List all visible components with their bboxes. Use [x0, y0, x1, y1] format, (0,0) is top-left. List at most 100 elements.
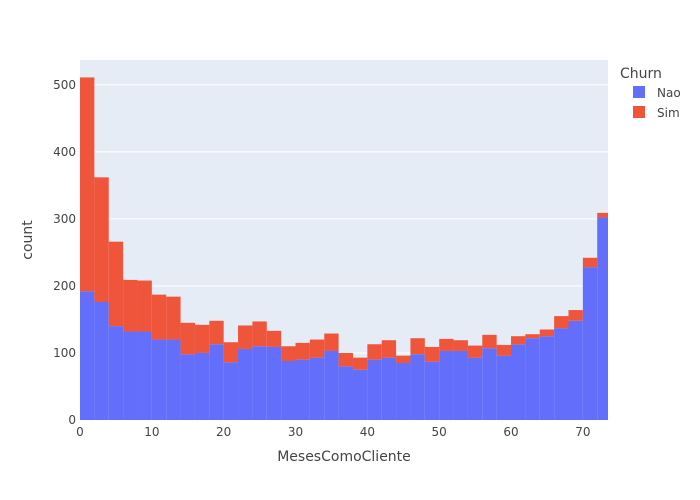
- bar-sim[interactable]: [252, 321, 267, 347]
- bar-nao[interactable]: [295, 359, 310, 420]
- bar-sim[interactable]: [482, 334, 497, 349]
- y-tick-label: 200: [53, 279, 76, 293]
- bar-nao[interactable]: [396, 363, 411, 420]
- bar-nao[interactable]: [108, 326, 124, 420]
- bar-sim[interactable]: [396, 355, 411, 364]
- bar-sim[interactable]: [281, 346, 296, 362]
- x-tick-label: 50: [432, 425, 447, 439]
- x-tick-label: 60: [503, 425, 518, 439]
- bar-sim[interactable]: [467, 345, 483, 358]
- bar-nao[interactable]: [151, 339, 167, 420]
- bar-nao[interactable]: [238, 348, 253, 420]
- legend-item-sim[interactable]: Sim: [633, 106, 680, 120]
- bar-sim[interactable]: [80, 77, 95, 292]
- bar-nao[interactable]: [266, 346, 282, 420]
- bar-nao[interactable]: [496, 355, 512, 420]
- bar-nao[interactable]: [597, 217, 608, 420]
- bar-sim[interactable]: [309, 339, 325, 358]
- bar-nao[interactable]: [554, 328, 569, 420]
- bar-sim[interactable]: [238, 325, 253, 349]
- bar-nao[interactable]: [482, 348, 497, 420]
- bar-sim[interactable]: [94, 177, 109, 303]
- bar-sim[interactable]: [194, 324, 210, 353]
- bar-sim[interactable]: [539, 329, 555, 337]
- bar-nao[interactable]: [180, 354, 195, 420]
- x-axis-title: MesesComoCliente: [277, 449, 411, 465]
- bar-nao[interactable]: [309, 357, 325, 420]
- legend-title: Churn: [620, 66, 662, 82]
- bar-nao[interactable]: [410, 354, 425, 420]
- bar-nao[interactable]: [209, 344, 224, 420]
- bar-sim[interactable]: [582, 257, 598, 268]
- y-tick-label: 0: [68, 413, 76, 427]
- bar-sim[interactable]: [151, 294, 167, 340]
- bar-sim[interactable]: [123, 279, 138, 332]
- x-tick-label: 40: [360, 425, 375, 439]
- x-tick-labels: 0 10 20 30 40 50 60 70: [76, 425, 590, 439]
- bar-nao[interactable]: [467, 357, 483, 420]
- x-tick-label: 20: [216, 425, 231, 439]
- bar-sim[interactable]: [381, 340, 397, 358]
- legend-swatch-sim: [633, 106, 645, 118]
- bar-nao[interactable]: [582, 267, 598, 420]
- bar-nao[interactable]: [367, 359, 382, 420]
- bar-nao[interactable]: [324, 350, 339, 420]
- bar-sim[interactable]: [511, 336, 526, 345]
- y-tick-label: 100: [53, 346, 76, 360]
- bar-nao[interactable]: [439, 350, 454, 420]
- x-tick-label: 30: [288, 425, 303, 439]
- bar-nao[interactable]: [223, 362, 239, 420]
- bar-nao[interactable]: [281, 361, 296, 420]
- legend: Churn Nao Sim: [620, 66, 681, 120]
- y-tick-labels: 0 100 200 300 400 500: [53, 78, 76, 427]
- bars: [80, 77, 608, 420]
- bar-sim[interactable]: [352, 357, 368, 370]
- bar-nao[interactable]: [381, 357, 397, 420]
- bar-nao[interactable]: [194, 352, 210, 420]
- y-tick-label: 500: [53, 78, 76, 92]
- bar-sim[interactable]: [166, 296, 181, 340]
- bar-nao[interactable]: [568, 320, 583, 420]
- bar-sim[interactable]: [424, 346, 440, 362]
- bar-nao[interactable]: [80, 291, 95, 420]
- bar-sim[interactable]: [525, 334, 540, 339]
- bar-nao[interactable]: [166, 339, 181, 420]
- bar-sim[interactable]: [554, 316, 569, 329]
- bar-nao[interactable]: [137, 331, 152, 420]
- bar-sim[interactable]: [295, 342, 310, 360]
- bar-sim[interactable]: [338, 352, 353, 367]
- bar-sim[interactable]: [180, 322, 195, 355]
- bar-sim[interactable]: [597, 212, 608, 218]
- bar-nao[interactable]: [539, 336, 555, 420]
- bar-nao[interactable]: [424, 361, 440, 420]
- x-tick-label: 10: [144, 425, 159, 439]
- bar-nao[interactable]: [252, 346, 267, 420]
- bar-nao[interactable]: [352, 369, 368, 420]
- bar-sim[interactable]: [223, 342, 239, 363]
- bar-sim[interactable]: [266, 330, 282, 347]
- bar-sim[interactable]: [209, 320, 224, 345]
- legend-label-sim: Sim: [657, 106, 680, 120]
- y-tick-label: 400: [53, 145, 76, 159]
- bar-nao[interactable]: [525, 338, 540, 420]
- y-tick-label: 300: [53, 212, 76, 226]
- bar-nao[interactable]: [511, 344, 526, 420]
- bar-sim[interactable]: [439, 338, 454, 351]
- bar-sim[interactable]: [496, 344, 512, 356]
- legend-item-nao[interactable]: Nao: [633, 86, 681, 100]
- bar-sim[interactable]: [137, 280, 152, 332]
- x-tick-label: 0: [76, 425, 84, 439]
- bar-sim[interactable]: [108, 241, 124, 327]
- bar-nao[interactable]: [94, 302, 109, 420]
- bar-sim[interactable]: [568, 310, 583, 321]
- bar-nao[interactable]: [338, 366, 353, 420]
- legend-label-nao: Nao: [657, 86, 681, 100]
- bar-sim[interactable]: [367, 344, 382, 360]
- bar-nao[interactable]: [123, 331, 138, 420]
- bar-sim[interactable]: [453, 340, 468, 351]
- y-axis-title: count: [20, 220, 36, 260]
- legend-swatch-nao: [633, 86, 645, 98]
- bar-nao[interactable]: [453, 350, 468, 420]
- bar-sim[interactable]: [410, 338, 425, 355]
- bar-sim[interactable]: [324, 333, 339, 351]
